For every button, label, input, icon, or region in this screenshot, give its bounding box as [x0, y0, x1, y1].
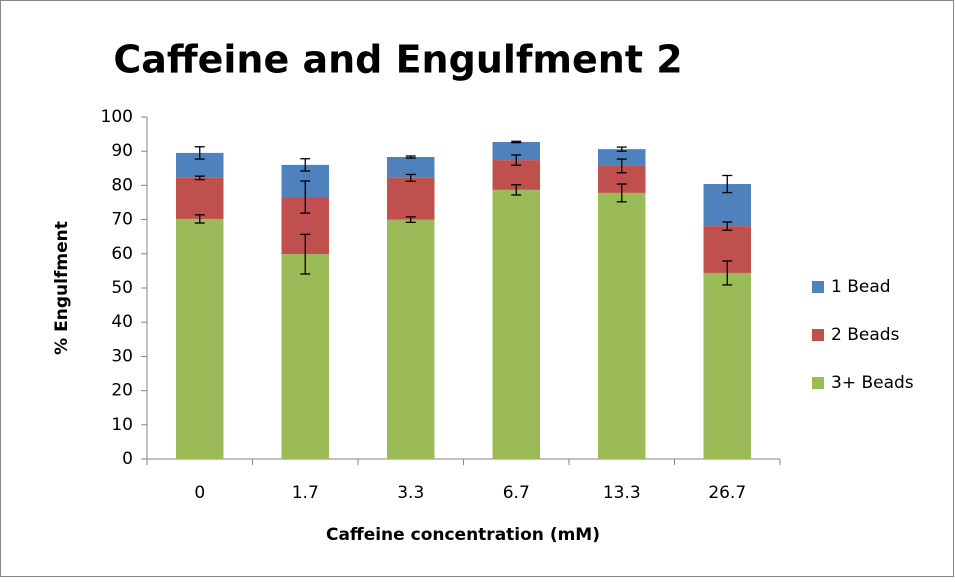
bar-segment [703, 272, 751, 459]
y-tick-label: 20 [111, 381, 133, 401]
chart-title: Caffeine and Engulfment 2 [113, 38, 682, 82]
error-bar [511, 184, 522, 196]
error-bar [300, 233, 311, 275]
y-tick-label: 10 [111, 415, 133, 435]
y-tick-label: 80 [111, 175, 133, 195]
y-axis-label: % Engulfment [52, 221, 72, 355]
y-tick-label: 30 [111, 346, 133, 366]
error-bar [511, 140, 522, 144]
error-bar [405, 173, 416, 182]
bar-segment [492, 189, 540, 459]
error-bar [722, 174, 733, 194]
y-tick-label: 100 [101, 107, 133, 127]
legend-label: 1 Bead [831, 277, 891, 297]
x-tick-label: 3.3 [397, 483, 424, 503]
error-bar [616, 146, 627, 152]
error-bar [722, 260, 733, 286]
x-axis-label: Caffeine concentration (mM) [326, 525, 600, 545]
error-bar [405, 155, 416, 159]
legend-label: 2 Beads [831, 325, 900, 345]
bar-segment [598, 149, 646, 166]
bar-segment [387, 177, 435, 220]
x-tick-label: 6.7 [503, 483, 530, 503]
y-tick-label: 60 [111, 244, 133, 264]
y-tick-label: 50 [111, 278, 133, 298]
bar-segment [281, 254, 329, 459]
bar-segment [492, 141, 540, 161]
x-tick-label: 1.7 [292, 483, 319, 503]
error-bar [194, 175, 205, 181]
error-bar [194, 146, 205, 160]
error-bar [300, 180, 311, 214]
x-tick-label: 26.7 [708, 483, 746, 503]
error-bar [194, 214, 205, 224]
error-bar [616, 183, 627, 203]
error-bar [405, 216, 416, 223]
legend-swatch [812, 281, 824, 293]
y-tick-label: 70 [111, 210, 133, 230]
error-bar [300, 158, 311, 172]
legend-label: 3+ Beads [831, 373, 914, 393]
y-tick-label: 40 [111, 312, 133, 332]
legend-swatch [812, 329, 824, 341]
bar-segment [387, 157, 435, 178]
x-tick-label: 0 [194, 483, 205, 503]
bar-segment [598, 192, 646, 459]
y-tick-label: 90 [111, 141, 133, 161]
x-tick-label: 13.3 [603, 483, 641, 503]
error-bar [722, 221, 733, 231]
bar-segment [176, 177, 224, 219]
y-tick-label: 0 [122, 449, 133, 469]
error-bar [511, 154, 522, 166]
error-bar [616, 158, 627, 174]
legend-swatch [812, 377, 824, 389]
bar-segment [387, 219, 435, 459]
bar-segment [176, 218, 224, 459]
